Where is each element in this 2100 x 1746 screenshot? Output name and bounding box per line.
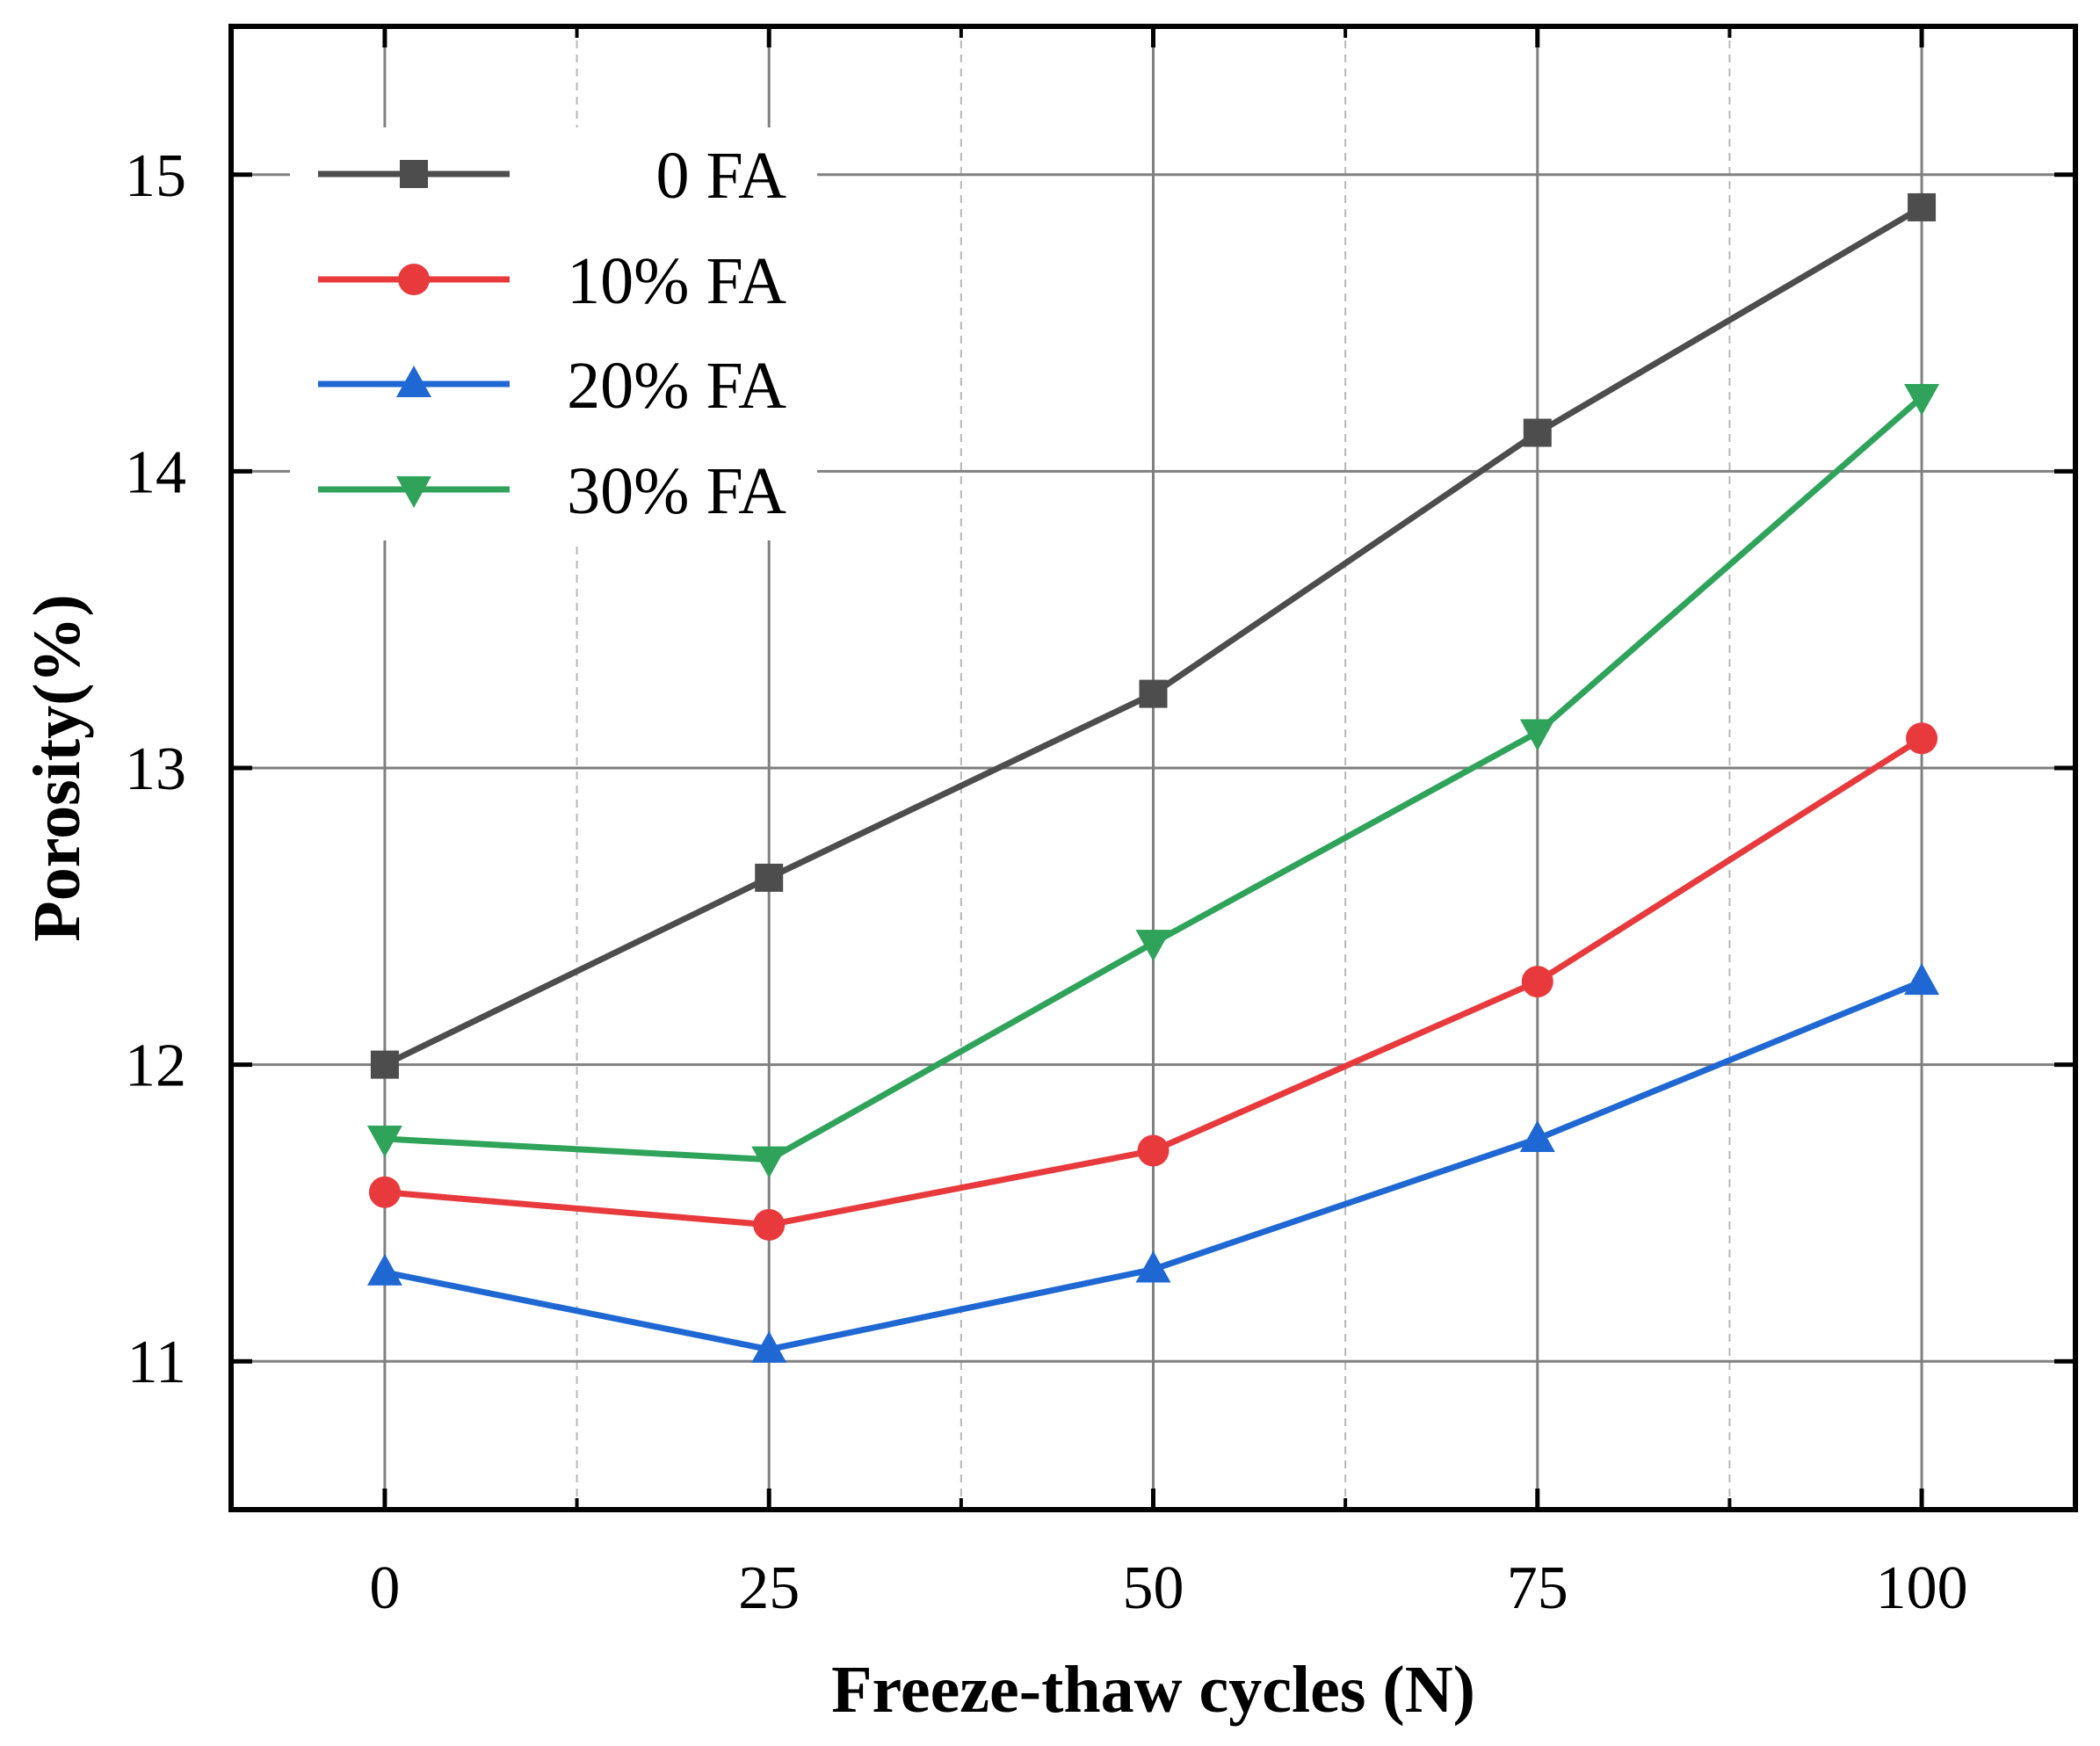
tick-labels: 0 25 50 75 100 11 12 13 14 15 xyxy=(125,142,1968,1622)
data-point xyxy=(1904,963,1940,996)
data-point xyxy=(1135,930,1171,962)
data-point xyxy=(366,1253,402,1286)
data-point xyxy=(753,1208,786,1241)
y-tick-label: 11 xyxy=(127,1329,186,1396)
x-tick-label: 100 xyxy=(1876,1554,1968,1622)
data-point xyxy=(366,1126,402,1157)
data-point xyxy=(1139,679,1168,708)
x-tick-label: 50 xyxy=(1123,1554,1184,1622)
data-point xyxy=(1519,1120,1555,1152)
legend-marker xyxy=(396,366,431,397)
data-point xyxy=(1908,192,1937,221)
data-point xyxy=(368,1176,401,1208)
data-point xyxy=(755,863,784,892)
y-tick-label: 12 xyxy=(125,1032,186,1100)
data-point xyxy=(1906,722,1938,755)
axis-ticks xyxy=(231,26,2075,1510)
x-axis-title: Freeze-thaw cycles (N) xyxy=(831,1653,1475,1727)
x-tick-label: 25 xyxy=(738,1554,800,1622)
data-point xyxy=(1137,1134,1169,1167)
data-point xyxy=(1519,719,1555,751)
data-point xyxy=(751,1330,787,1363)
data-point xyxy=(1523,418,1552,447)
legend-marker xyxy=(400,160,428,188)
legend-label: 30% FA xyxy=(567,454,786,528)
x-tick-label: 75 xyxy=(1507,1554,1568,1622)
data-point xyxy=(370,1050,399,1079)
y-tick-label: 15 xyxy=(125,142,186,210)
legend-background xyxy=(290,127,817,540)
legend-marker xyxy=(396,476,431,508)
legend-label: 10% FA xyxy=(567,244,786,318)
x-tick-label: 0 xyxy=(369,1554,400,1622)
y-tick-label: 13 xyxy=(125,735,186,803)
data-point xyxy=(1904,384,1940,416)
y-axis-title: Porosity(%) xyxy=(20,594,94,941)
data-point xyxy=(751,1146,787,1178)
legend: 0 FA 10% FA 20% FA 30% FA xyxy=(290,127,817,540)
data-point xyxy=(1135,1250,1171,1283)
y-tick-label: 14 xyxy=(125,438,186,506)
legend-label: 20% FA xyxy=(567,349,786,423)
legend-marker xyxy=(398,264,430,295)
legend-label: 0 FA xyxy=(655,139,786,213)
data-point xyxy=(1521,966,1553,998)
series-markers xyxy=(366,192,1940,1363)
